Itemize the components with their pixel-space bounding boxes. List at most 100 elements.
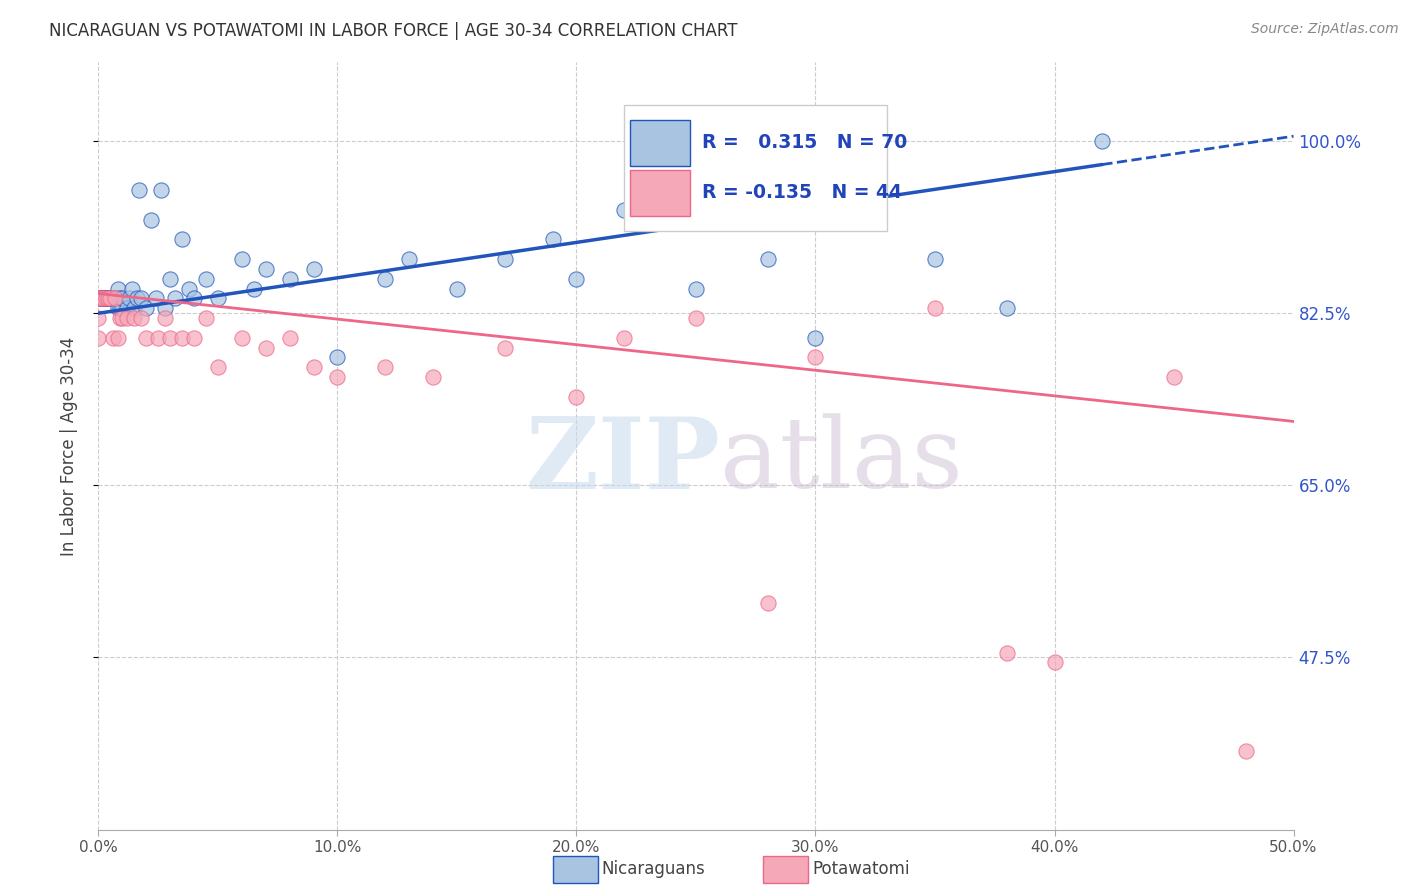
Point: [756, 596, 779, 610]
Text: Nicaraguans: Nicaraguans: [602, 860, 706, 878]
Point: [104, 292, 127, 306]
Point: [1043, 656, 1066, 670]
Point: [101, 292, 124, 306]
Point: [107, 282, 129, 296]
Point: [172, 232, 194, 246]
Point: [97, 292, 120, 306]
Text: atlas: atlas: [720, 414, 963, 509]
Point: [541, 232, 564, 246]
Point: [155, 301, 177, 316]
Point: [91, 292, 114, 306]
Point: [326, 370, 349, 384]
Point: [101, 292, 124, 306]
Point: [108, 292, 131, 306]
Point: [121, 282, 143, 296]
Point: [97, 292, 120, 306]
Point: [179, 282, 201, 296]
Point: [804, 331, 827, 345]
Point: [98, 292, 122, 306]
Point: [254, 341, 277, 355]
FancyBboxPatch shape: [630, 169, 690, 216]
Point: [1091, 134, 1114, 148]
Point: [231, 252, 253, 267]
Text: NICARAGUAN VS POTAWATOMI IN LABOR FORCE | AGE 30-34 CORRELATION CHART: NICARAGUAN VS POTAWATOMI IN LABOR FORCE …: [49, 22, 738, 40]
Point: [183, 292, 205, 306]
Point: [111, 292, 134, 306]
Text: R = -0.135   N = 44: R = -0.135 N = 44: [702, 184, 901, 202]
Point: [108, 311, 131, 326]
Point: [128, 183, 150, 197]
Point: [149, 183, 172, 197]
Point: [924, 252, 946, 267]
Point: [685, 311, 707, 326]
Point: [494, 252, 516, 267]
Point: [243, 282, 266, 296]
Point: [118, 292, 141, 306]
Point: [98, 292, 122, 306]
Point: [91, 292, 114, 306]
Point: [374, 272, 396, 286]
Point: [115, 301, 138, 316]
Point: [108, 301, 131, 316]
Point: [756, 252, 779, 267]
Point: [1234, 744, 1257, 758]
Point: [231, 331, 253, 345]
Point: [87, 292, 110, 306]
Point: [278, 272, 301, 286]
Point: [302, 360, 325, 375]
Point: [326, 351, 349, 365]
Point: [374, 360, 396, 375]
Point: [98, 292, 122, 306]
Point: [115, 311, 138, 326]
Point: [91, 292, 114, 306]
Text: Source: ZipAtlas.com: Source: ZipAtlas.com: [1251, 22, 1399, 37]
Point: [94, 292, 117, 306]
Point: [135, 331, 157, 345]
Point: [107, 292, 129, 306]
Point: [924, 301, 946, 316]
Point: [1163, 370, 1185, 384]
Point: [87, 292, 110, 306]
Point: [87, 292, 110, 306]
Point: [804, 351, 827, 365]
Point: [195, 311, 218, 326]
Point: [104, 292, 127, 306]
Y-axis label: In Labor Force | Age 30-34: In Labor Force | Age 30-34: [59, 336, 77, 556]
Point: [101, 292, 124, 306]
Point: [565, 272, 588, 286]
Point: [87, 292, 110, 306]
Point: [97, 292, 120, 306]
Point: [91, 292, 114, 306]
Point: [207, 292, 229, 306]
Point: [139, 212, 162, 227]
Point: [98, 292, 122, 306]
Point: [172, 331, 194, 345]
Point: [131, 292, 153, 306]
Point: [111, 311, 134, 326]
Point: [124, 301, 146, 316]
Point: [97, 292, 120, 306]
Point: [159, 272, 181, 286]
Point: [995, 646, 1018, 660]
Point: [398, 252, 420, 267]
Point: [613, 202, 636, 217]
Point: [446, 282, 468, 296]
Point: [613, 331, 636, 345]
Point: [125, 292, 148, 306]
Point: [87, 292, 110, 306]
Point: [90, 292, 112, 306]
Point: [124, 311, 146, 326]
Text: Potawatomi: Potawatomi: [813, 860, 910, 878]
Bar: [624, 104, 887, 231]
Point: [107, 301, 129, 316]
Point: [131, 311, 153, 326]
Point: [183, 331, 205, 345]
Point: [422, 370, 444, 384]
Point: [94, 292, 117, 306]
Point: [111, 301, 134, 316]
Point: [302, 262, 325, 277]
Point: [195, 272, 218, 286]
Point: [145, 292, 167, 306]
Point: [685, 282, 707, 296]
Text: ZIP: ZIP: [524, 413, 720, 510]
